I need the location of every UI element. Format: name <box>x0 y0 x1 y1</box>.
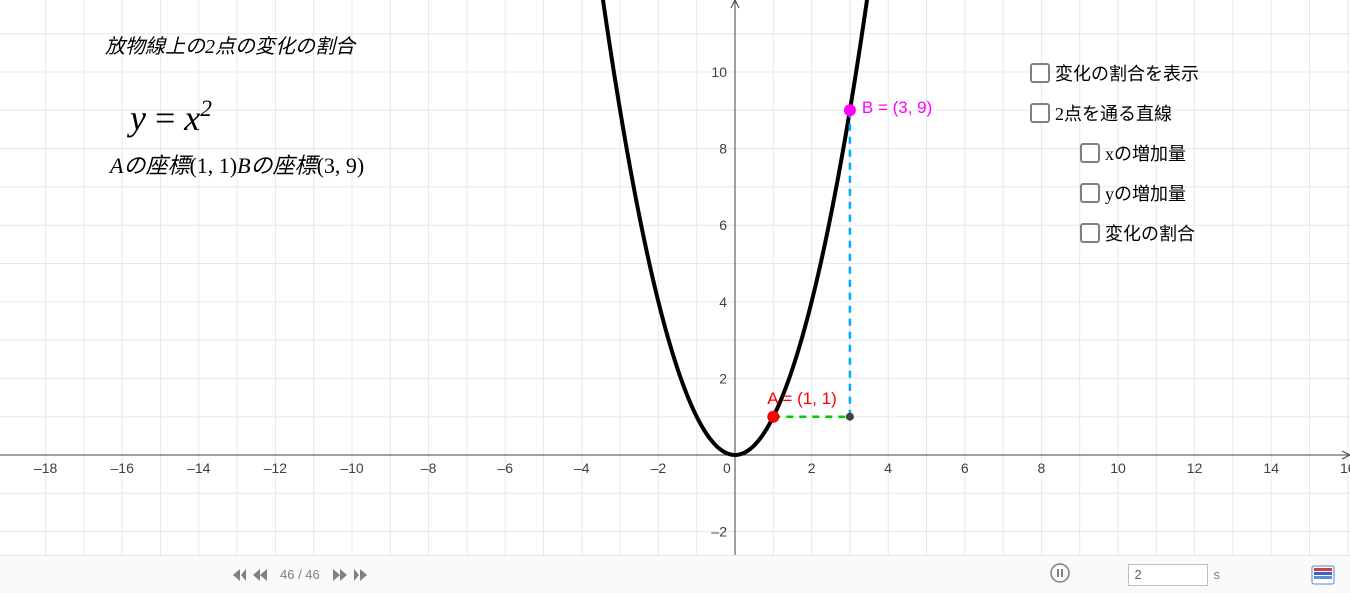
svg-text:–12: –12 <box>264 460 288 476</box>
svg-text:8: 8 <box>1038 460 1046 476</box>
playback-controls: 46 / 46 s <box>0 555 1350 593</box>
skip-end-icon[interactable] <box>354 568 370 582</box>
svg-text:2: 2 <box>719 370 727 386</box>
point-a-label: A = (1, 1) <box>767 389 836 409</box>
checkbox[interactable] <box>1080 223 1100 243</box>
svg-text:–10: –10 <box>340 460 364 476</box>
svg-text:–18: –18 <box>34 460 58 476</box>
svg-text:–8: –8 <box>421 460 437 476</box>
svg-text:4: 4 <box>884 460 892 476</box>
svg-text:–2: –2 <box>651 460 667 476</box>
svg-text:6: 6 <box>719 217 727 233</box>
frame-indicator: 46 / 46 <box>280 567 320 582</box>
svg-text:6: 6 <box>961 460 969 476</box>
checkbox[interactable] <box>1030 103 1050 123</box>
forward-icon[interactable] <box>332 568 348 582</box>
svg-text:12: 12 <box>1187 460 1203 476</box>
svg-text:10: 10 <box>1110 460 1126 476</box>
svg-text:–6: –6 <box>497 460 513 476</box>
checkbox-row: 変化の割合を表示 <box>1030 60 1199 86</box>
coords-text: Aの座標(1, 1)Bの座標(3, 9) <box>110 148 364 180</box>
checkbox-row: xの増加量 <box>1080 140 1186 166</box>
svg-text:16: 16 <box>1340 460 1350 476</box>
checkbox-row: 変化の割合 <box>1080 220 1195 246</box>
checkbox-label: 2点を通る直線 <box>1055 100 1172 126</box>
svg-text:–4: –4 <box>574 460 590 476</box>
graph-canvas[interactable]: –18 –16 –14 –12 –10 –8 –6 –4 –2 0 2 4 6 8 10 12 14 16 –2 2 4… <box>0 0 1350 555</box>
svg-text:–2: –2 <box>711 524 727 540</box>
checkbox-label: xの増加量 <box>1105 140 1186 166</box>
checkbox-row: 2点を通る直線 <box>1030 100 1172 126</box>
speed-control: s <box>1128 564 1221 586</box>
speed-input[interactable] <box>1128 564 1208 586</box>
svg-text:8: 8 <box>719 141 727 157</box>
svg-text:–16: –16 <box>111 460 135 476</box>
rewind-icon[interactable] <box>252 568 268 582</box>
checkbox-label: 変化の割合を表示 <box>1055 60 1199 86</box>
svg-text:0: 0 <box>723 460 731 476</box>
checkbox-label: 変化の割合 <box>1105 220 1195 246</box>
pause-icon[interactable] <box>1050 563 1070 586</box>
construction-protocol-icon[interactable] <box>1311 565 1335 585</box>
speed-unit-label: s <box>1214 567 1221 582</box>
svg-text:14: 14 <box>1263 460 1279 476</box>
chart-title: 放物線上の2点の変化の割合 <box>105 30 355 59</box>
checkbox[interactable] <box>1080 183 1100 203</box>
checkbox-row: yの増加量 <box>1080 180 1186 206</box>
checkbox[interactable] <box>1080 143 1100 163</box>
svg-text:4: 4 <box>719 294 727 310</box>
skip-start-icon[interactable] <box>230 568 246 582</box>
equation-text: y = x2 <box>130 96 212 139</box>
svg-text:2: 2 <box>808 460 816 476</box>
svg-text:–14: –14 <box>187 460 211 476</box>
point-b-label: B = (3, 9) <box>862 98 932 118</box>
checkbox-label: yの増加量 <box>1105 180 1186 206</box>
checkbox[interactable] <box>1030 63 1050 83</box>
svg-text:10: 10 <box>711 64 727 80</box>
